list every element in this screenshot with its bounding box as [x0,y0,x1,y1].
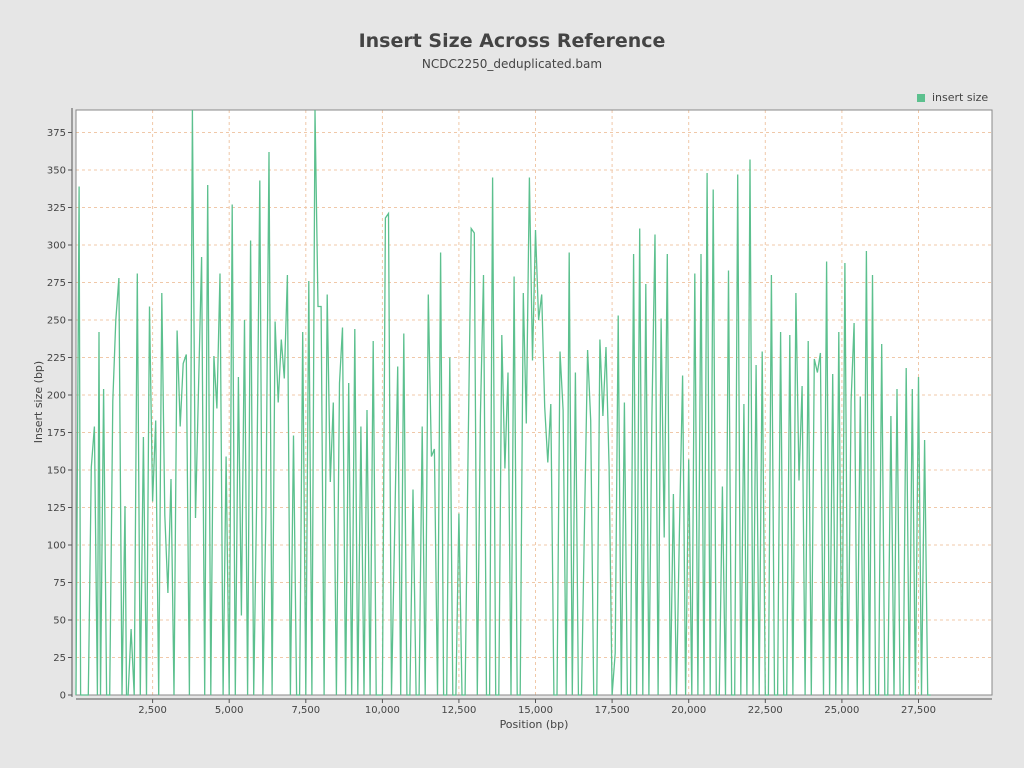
series-line-insert-size [75,109,931,696]
y-tick-label: 225 [47,353,66,364]
y-tick-label: 100 [47,541,66,552]
y-tick-label: 375 [47,128,66,139]
x-tick-label: 22,500 [748,705,783,716]
x-tick-label: 25,000 [824,705,859,716]
legend-swatch [917,93,925,102]
x-axis-label: Position (bp) [500,718,569,731]
plot-border [75,109,993,696]
y-tick-label: 300 [47,241,66,252]
chart-subtitle: NCDC2250_deduplicated.bam [421,57,603,71]
y-tick-label: 150 [47,466,66,477]
y-tick-label: 200 [47,391,66,402]
y-tick-label: 275 [47,278,66,289]
y-tick-label: 125 [47,503,66,514]
x-tick-label: 12,500 [441,705,476,716]
grid-lines [76,110,992,696]
x-tick-label: 2,500 [138,705,167,716]
y-tick-label: 75 [53,578,66,589]
x-tick-label: 17,500 [595,705,630,716]
y-tick-label: 25 [53,653,66,664]
y-tick-label: 175 [47,428,66,439]
y-tick-label: 350 [47,166,66,177]
x-tick-label: 5,000 [215,705,244,716]
legend: insert size [917,91,988,104]
y-tick-label: 250 [47,316,66,327]
chart-title: Insert Size Across Reference [358,30,666,52]
x-tick-label: 20,000 [671,705,706,716]
x-tick-label: 27,500 [901,705,936,716]
legend-label: insert size [932,91,989,104]
x-tick-label: 7,500 [291,705,320,716]
axis-ticks: 0 25 50 75 100 125 150 175 200 225 250 275 300 325 350… [47,128,936,716]
x-tick-label: 10,000 [365,705,400,716]
y-tick-label: 325 [47,203,66,214]
y-tick-label: 50 [53,616,66,627]
x-tick-label: 15,000 [518,705,553,716]
y-axis-label: Insert size (bp) [32,361,45,443]
y-tick-label: 0 [60,691,66,702]
